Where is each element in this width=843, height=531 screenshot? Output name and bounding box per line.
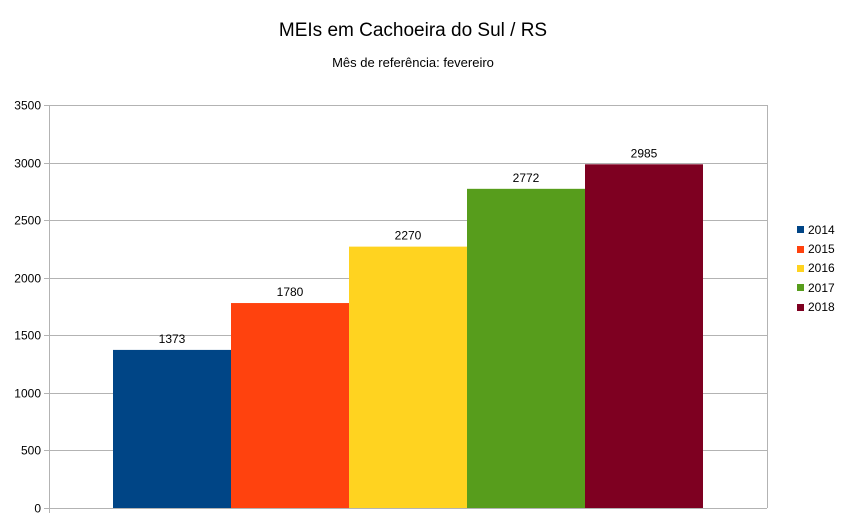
legend-item-2014: 2014 (797, 220, 835, 239)
data-label-2015: 1780 (277, 285, 304, 299)
y-tick-label: 500 (21, 444, 41, 458)
legend-label: 2018 (808, 300, 835, 315)
bar-2016 (349, 246, 467, 508)
y-tick-label: 0 (34, 502, 41, 516)
legend-item-2016: 2016 (797, 259, 835, 278)
legend-swatch (797, 303, 804, 311)
legend-swatch (797, 284, 804, 292)
y-tick-label: 1500 (14, 329, 41, 343)
y-tick-label: 2500 (14, 214, 41, 228)
legend-item-2015: 2015 (797, 239, 835, 258)
legend-label: 2017 (808, 280, 835, 295)
legend-item-2018: 2018 (797, 298, 835, 317)
bar-2015 (231, 303, 349, 508)
legend-label: 2016 (808, 261, 835, 276)
legend-swatch (797, 264, 804, 272)
chart-subtitle: Mês de referência: fevereiro (332, 55, 494, 70)
chart-title: MEIs em Cachoeira do Sul / RS (278, 20, 548, 41)
bar-2017 (467, 188, 585, 508)
y-tick-label: 1000 (14, 387, 41, 401)
legend-label: 2015 (808, 242, 835, 257)
legend-swatch (797, 245, 804, 253)
legend-item-2017: 2017 (797, 278, 835, 297)
chart-legend: 2014 2015 2016 2017 2018 (797, 220, 835, 317)
bar-2018 (585, 164, 703, 508)
data-label-2016: 2270 (395, 229, 422, 243)
bar-2014 (113, 349, 231, 508)
y-tick-label: 2000 (14, 272, 41, 286)
legend-swatch (797, 226, 804, 234)
y-tick-label: 3000 (14, 157, 41, 171)
y-tick-label: 3500 (14, 99, 41, 113)
data-label-2014: 1373 (159, 332, 186, 346)
data-label-2018: 2985 (631, 146, 658, 160)
data-label-2017: 2772 (513, 171, 540, 185)
legend-label: 2014 (808, 222, 835, 237)
